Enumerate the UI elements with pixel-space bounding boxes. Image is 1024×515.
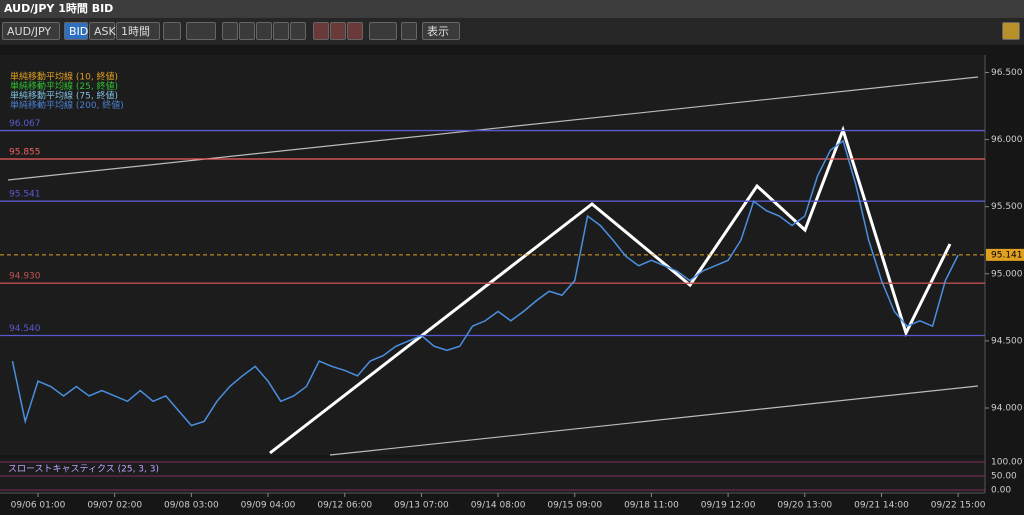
oscillator-area — [0, 458, 985, 493]
x-tick-label: 09/15 09:00 — [547, 501, 602, 511]
chart-type-button[interactable] — [186, 22, 216, 40]
trend-line — [7, 76, 979, 181]
x-tick-label: 09/14 08:00 — [471, 501, 526, 511]
zigzag-annotation — [269, 125, 952, 455]
y-tick-label: 94.500 — [991, 336, 1023, 346]
x-tick-label: 09/07 02:00 — [87, 501, 142, 511]
zoom-in[interactable] — [222, 22, 238, 40]
y-tick-label: 96.000 — [991, 135, 1023, 145]
level-label: 94.540 — [9, 324, 41, 334]
level-label: 95.855 — [9, 148, 41, 158]
x-tick-label: 09/20 13:00 — [777, 501, 832, 511]
bid-button[interactable]: BID — [64, 22, 88, 40]
view-button[interactable]: 表示 — [422, 22, 460, 40]
level-label: 95.541 — [9, 190, 41, 200]
zoom-out[interactable] — [239, 22, 255, 40]
y-tick-label: 0.00 — [991, 486, 1011, 496]
x-tick-label: 09/12 06:00 — [317, 501, 372, 511]
oscillator-title: スローストキャスティクス (25, 3, 3) — [8, 464, 159, 475]
legend-entry: 単純移動平均線 (200, 終値) — [10, 99, 124, 111]
title-bar: AUD/JPY 1時間 BID — [0, 0, 1024, 18]
legend-entry: 単純移動平均線 (25, 終値) — [10, 80, 118, 92]
tool-button[interactable] — [330, 22, 346, 40]
tool-button[interactable] — [347, 22, 363, 40]
window-title: AUD/JPY 1時間 BID — [4, 2, 114, 15]
tool-button[interactable] — [290, 22, 306, 40]
tool-button[interactable] — [401, 22, 417, 40]
x-tick-label: 09/19 12:00 — [701, 501, 756, 511]
tool-button[interactable] — [273, 22, 289, 40]
current-price-box — [986, 248, 1024, 261]
draw-button[interactable] — [369, 22, 397, 40]
level-label: 96.067 — [9, 119, 41, 129]
y-tick-label: 95.500 — [991, 202, 1023, 212]
symbol-select[interactable]: AUD/JPY — [2, 22, 60, 40]
y-tick-label: 100.00 — [991, 458, 1023, 468]
tool-button[interactable] — [163, 22, 181, 40]
x-tick-label: 09/13 07:00 — [394, 501, 449, 511]
trend-line — [329, 385, 979, 456]
ask-button[interactable]: ASK — [89, 22, 116, 40]
legend-entry: 単純移動平均線 (10, 終値) — [10, 71, 118, 83]
y-tick-label: 94.000 — [991, 404, 1023, 414]
legend: 単純移動平均線 (10, 終値)単純移動平均線 (25, 終値)単純移動平均線 … — [10, 71, 124, 112]
tool-button[interactable] — [313, 22, 329, 40]
y-tick-label: 50.00 — [991, 472, 1017, 482]
x-tick-label: 09/18 11:00 — [624, 501, 679, 511]
layout-button[interactable] — [1002, 22, 1020, 40]
level-label: 94.930 — [9, 272, 41, 282]
y-tick-label: 95.000 — [991, 269, 1023, 279]
y-tick-label: 96.500 — [991, 68, 1023, 78]
current-price-label: 95.141 — [991, 250, 1023, 260]
x-tick-label: 09/08 03:00 — [164, 501, 219, 511]
price-line — [11, 139, 959, 427]
x-tick-label: 09/22 15:00 — [931, 501, 986, 511]
chart: 単純移動平均線 (10, 終値)単純移動平均線 (25, 終値)単純移動平均線 … — [0, 45, 1024, 515]
toolbar: AUD/JPY BID ASK 1時間 表示 — [0, 18, 1024, 46]
x-tick-label: 09/21 14:00 — [854, 501, 909, 511]
tool-button[interactable] — [256, 22, 272, 40]
x-tick-label: 09/06 01:00 — [11, 501, 66, 511]
legend-entry: 単純移動平均線 (75, 終値) — [10, 90, 118, 102]
timeframe-select[interactable]: 1時間 — [116, 22, 160, 40]
x-tick-label: 09/09 04:00 — [241, 501, 296, 511]
